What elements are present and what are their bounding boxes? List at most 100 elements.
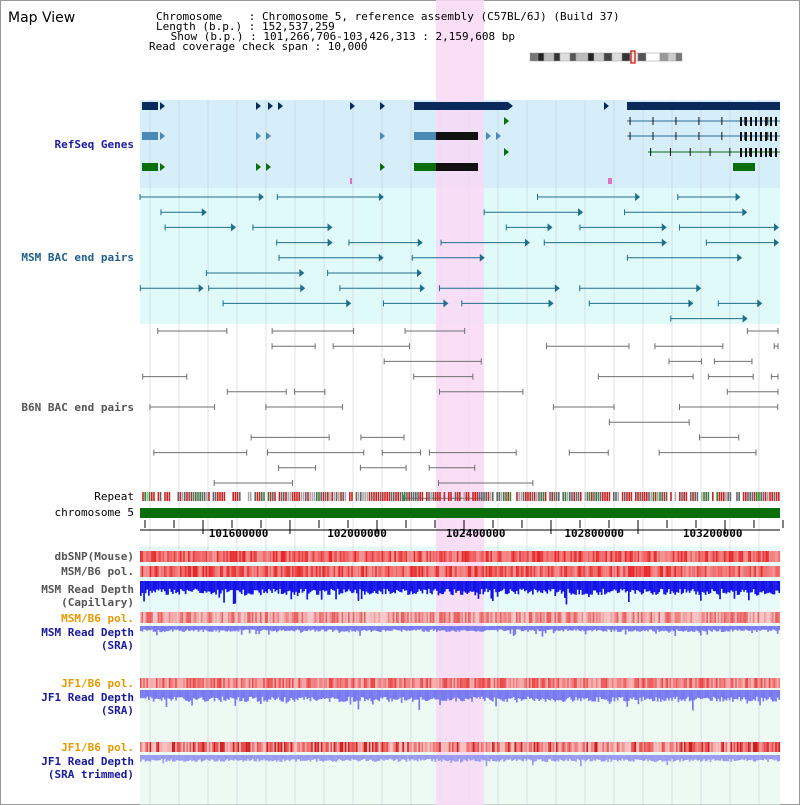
msm-depth-capillary-bin (680, 581, 683, 595)
track-label-refseq[interactable]: RefSeq Genes (54, 138, 134, 151)
msm-depth-sra-bin (501, 626, 504, 630)
msm-b6-pol-2-bin (541, 612, 544, 623)
jf1-b6-pol-bin (618, 678, 621, 688)
msm-b6-pol-2-bin (383, 612, 385, 623)
dbsnp-bin (602, 551, 605, 562)
repeat-element (278, 492, 281, 501)
msm-b6-pol-bin (557, 566, 560, 577)
msm-b6-pol-2-bin (546, 612, 549, 623)
jf1-b6-pol-bin (264, 678, 267, 688)
jf1-b6-pol-bin (324, 678, 326, 688)
track-label-b6n-bac[interactable]: B6N BAC end pairs (21, 401, 134, 414)
jf1-depth-sra-bin (746, 690, 749, 704)
msm-b6-pol-bin (628, 566, 630, 577)
msm-b6-pol-2-bin (261, 612, 264, 623)
msm-b6-pol-bin (178, 566, 181, 577)
jf1-depth-sra-bin (698, 690, 701, 699)
jf1-b6-pol-2-bin (645, 742, 648, 752)
track-label-msm-bac[interactable]: MSM BAC end pairs (21, 251, 134, 264)
jf1-depth-trimmed-bin (608, 755, 611, 760)
msm-depth-sra-bin (581, 626, 584, 630)
jf1-depth-trimmed-bin (175, 755, 177, 761)
jf1-depth-sra-bin (224, 690, 227, 701)
jf1-b6-pol-2-bin (730, 742, 733, 752)
msm-depth-capillary-bin (596, 581, 598, 593)
jf1-b6-pol-bin (588, 678, 590, 688)
track-label-repeat[interactable]: Repeat (94, 490, 134, 503)
jf1-depth-trimmed-bin (429, 755, 432, 760)
jf1-depth-trimmed-bin (474, 755, 477, 762)
msm-b6-pol-2-bin (703, 612, 705, 623)
track-label-jf1-b6-pol[interactable]: JF1/B6 pol. (61, 677, 134, 690)
repeat-element (518, 492, 520, 501)
msm-depth-capillary-bin (746, 581, 749, 593)
jf1-depth-sra-bin (472, 690, 475, 697)
msm-bac-end (742, 314, 748, 323)
dbsnp-bin (586, 551, 589, 562)
msm-b6-pol-bin (610, 566, 613, 577)
jf1-depth-sra-bin (468, 690, 470, 700)
jf1-b6-pol-2-bin (381, 742, 384, 752)
jf1-depth-sra-bin (556, 690, 558, 701)
dbsnp-bin (696, 551, 699, 562)
msm-b6-pol-bin (370, 566, 373, 577)
msm-depth-capillary-bin (282, 581, 285, 594)
msm-depth-sra-bin (160, 626, 163, 633)
dbsnp-bin (336, 551, 339, 562)
repeat-element (674, 492, 677, 501)
jf1-depth-sra-bin (469, 690, 472, 699)
dbsnp-bin (740, 551, 742, 562)
track-label-chromosome[interactable]: chromosome 5 (54, 506, 134, 519)
jf1-depth-trimmed-bin (744, 755, 747, 760)
jf1-b6-pol-bin (564, 678, 566, 688)
msm-depth-sra-bin (679, 626, 681, 632)
msm-b6-pol-2-bin (312, 612, 315, 623)
msm-depth-capillary-bin (237, 581, 240, 591)
jf1-depth-sra-bin (613, 690, 616, 702)
jf1-b6-pol-2-bin (333, 742, 336, 752)
track-label-msm-depth-sra[interactable]: MSM Read Depth (41, 626, 134, 639)
msm-b6-pol-bin (741, 566, 744, 577)
msm-b6-pol-2-bin (503, 612, 505, 623)
jf1-b6-pol-2-bin (304, 742, 307, 752)
msm-depth-sra-bin (165, 626, 168, 632)
jf1-b6-pol-bin (378, 678, 381, 688)
msm-depth-capillary-bin (730, 581, 733, 591)
msm-b6-pol-bin (204, 566, 206, 577)
dbsnp-bin (207, 551, 209, 562)
msm-b6-pol-2-bin (455, 612, 457, 623)
msm-depth-capillary-bin (442, 581, 445, 595)
dbsnp-bin (223, 551, 225, 562)
msm-depth-capillary-bin (461, 581, 464, 595)
track-label-msm-b6-pol-2[interactable]: MSM/B6 pol. (61, 612, 134, 625)
msm-depth-sra-bin (728, 626, 731, 632)
track-label-jf1-depth[interactable]: JF1 Read Depth (41, 691, 134, 704)
repeat-element (386, 492, 388, 501)
msm-b6-pol-2-bin (749, 612, 752, 623)
jf1-depth-sra-bin (167, 690, 169, 699)
track-label-dbsnp[interactable]: dbSNP(Mouse) (54, 550, 134, 563)
jf1-depth-trimmed-bin (596, 755, 598, 760)
jf1-b6-pol-bin (255, 678, 257, 688)
msm-b6-pol-2-bin (341, 612, 344, 623)
jf1-b6-pol-2-bin (250, 742, 253, 752)
track-label-jf1-b6-pol-2[interactable]: JF1/B6 pol. (61, 741, 134, 754)
jf1-depth-trimmed-bin (191, 755, 193, 762)
msm-b6-pol-2-bin (608, 612, 611, 623)
jf1-depth-trimmed-bin (248, 755, 251, 761)
jf1-b6-pol-bin (768, 678, 771, 688)
msm-b6-pol-bin (749, 566, 752, 577)
msm-b6-pol-2-bin (463, 612, 465, 623)
msm-depth-capillary-bin (424, 581, 427, 590)
track-label-msm-depth-capillary[interactable]: MSM Read Depth (41, 583, 134, 596)
jf1-b6-pol-2-bin (455, 742, 457, 752)
track-label-msm-b6-pol[interactable]: MSM/B6 pol. (61, 565, 134, 578)
jf1-depth-sra-bin (311, 690, 313, 698)
track-label-jf1-trimmed[interactable]: JF1 Read Depth (41, 755, 134, 768)
repeat-element (745, 492, 747, 501)
msm-depth-sra-bin (586, 626, 589, 631)
msm-b6-pol-2-bin (468, 612, 470, 623)
msm-depth-capillary-bin (455, 581, 457, 593)
jf1-b6-pol-bin (676, 678, 678, 688)
